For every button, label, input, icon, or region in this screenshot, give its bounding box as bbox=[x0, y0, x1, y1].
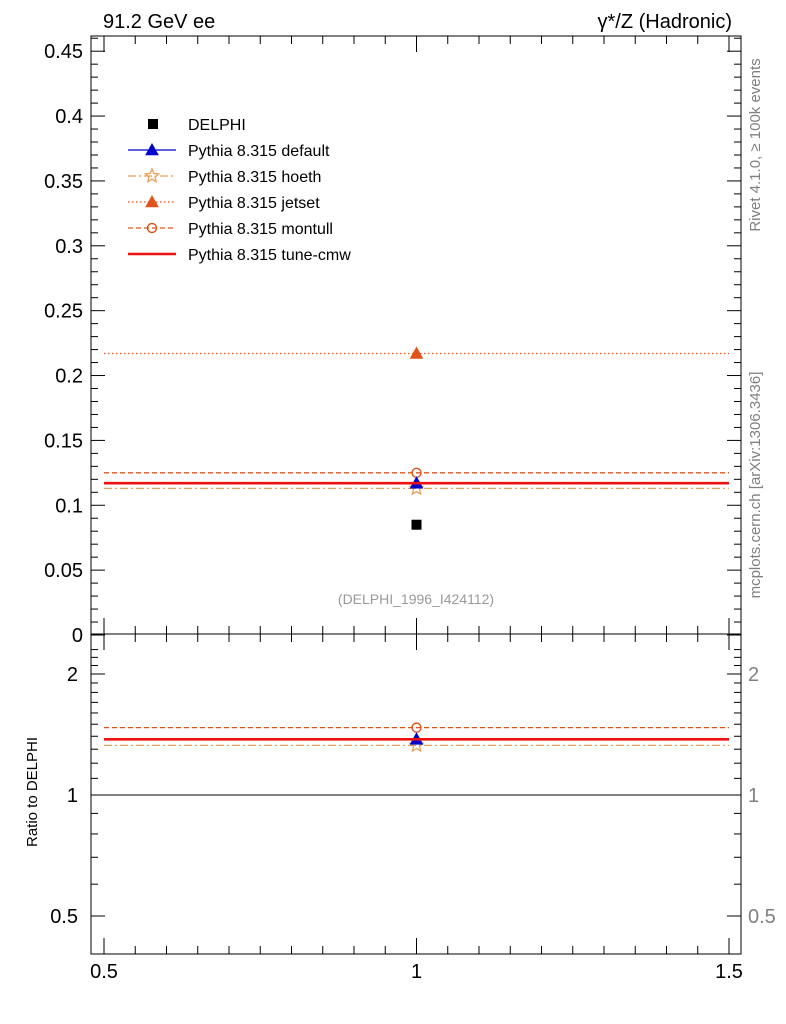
y-tick-label: 0.2 bbox=[55, 366, 83, 388]
legend-item-hoeth: Pythia 8.315 hoeth bbox=[128, 167, 321, 186]
ratio-y-tick-label: 2 bbox=[67, 664, 78, 686]
y-tick-label: 0.1 bbox=[55, 495, 83, 517]
ratio-y-tick-label: 1 bbox=[67, 785, 78, 807]
legend-label: Pythia 8.315 default bbox=[188, 143, 330, 160]
main-y-axis: 0 0.05 0.1 0.15 0.2 0.25 0.3 0.35 0.4 0.45 bbox=[44, 37, 741, 647]
ratio-y-label: Ratio to DELPHI bbox=[24, 737, 41, 847]
y-tick-label: 0.3 bbox=[55, 236, 83, 258]
y-tick-label: 0.45 bbox=[44, 41, 83, 63]
legend-marker-montull bbox=[146, 222, 158, 234]
ratio-y-tick-label-right: 0.5 bbox=[748, 906, 776, 928]
right-title: γ*/Z (Hadronic) bbox=[598, 11, 732, 33]
legend-swatch-data bbox=[148, 119, 158, 129]
y-tick-label: 0.35 bbox=[44, 171, 83, 193]
y-tick-label: 0 bbox=[72, 625, 83, 647]
legend-marker-default bbox=[145, 142, 159, 156]
legend-item-tune_cmw: Pythia 8.315 tune-cmw bbox=[128, 247, 351, 264]
legend-label: Pythia 8.315 tune-cmw bbox=[188, 247, 351, 264]
y-tick-label: 0.25 bbox=[44, 301, 83, 323]
series-marker-jetset bbox=[409, 346, 424, 359]
data-point bbox=[411, 519, 422, 530]
legend-label: Pythia 8.315 montull bbox=[188, 221, 333, 238]
main-series bbox=[104, 346, 729, 530]
mcplots-label: mcplots.cern.ch [arXiv:1306.3436] bbox=[747, 372, 764, 599]
legend-item-data: DELPHI bbox=[148, 117, 246, 134]
ratio-y-tick-label-right: 1 bbox=[748, 785, 759, 807]
ratio-y-tick-label-right: 2 bbox=[748, 664, 759, 686]
y-tick-label: 0.05 bbox=[44, 560, 83, 582]
legend-label: Pythia 8.315 hoeth bbox=[188, 169, 321, 186]
main-x-ticks bbox=[103, 36, 730, 634]
ratio-marker-montull bbox=[411, 722, 422, 733]
ratio-frame bbox=[90, 633, 742, 955]
rivet-label: Rivet 4.1.0, ≥ 100k events bbox=[747, 58, 764, 231]
legend: DELPHI Pythia 8.315 default Pythia 8.315 h… bbox=[128, 117, 351, 264]
left-title: 91.2 GeV ee bbox=[103, 11, 215, 33]
legend-marker-hoeth bbox=[143, 167, 161, 184]
legend-label: Pythia 8.315 jetset bbox=[188, 195, 320, 212]
y-tick-label: 0.4 bbox=[55, 106, 83, 128]
legend-item-montull: Pythia 8.315 montull bbox=[128, 221, 333, 238]
ratio-y-tick-label: 0.5 bbox=[50, 906, 78, 928]
x-tick-label: 1.5 bbox=[715, 961, 743, 983]
legend-label: DELPHI bbox=[188, 117, 246, 134]
ratio-panel: 0.5 0.5 1 1 2 2 0.5 1 1.5 Ratio to DELPHI bbox=[24, 633, 776, 983]
legend-item-default: Pythia 8.315 default bbox=[128, 142, 330, 160]
x-tick-label: 1 bbox=[411, 961, 422, 983]
x-tick-label: 0.5 bbox=[90, 961, 118, 983]
y-tick-label: 0.15 bbox=[44, 430, 83, 452]
main-panel: 0 0.05 0.1 0.15 0.2 0.25 0.3 0.35 0.4 0.45 (DELPH… bbox=[44, 35, 742, 647]
ratio-y-axis: 0.5 0.5 1 1 2 2 bbox=[50, 649, 776, 928]
legend-marker-jetset bbox=[145, 194, 159, 208]
legend-item-jetset: Pythia 8.315 jetset bbox=[128, 194, 320, 212]
ratio-x-axis: 0.5 1 1.5 bbox=[90, 634, 743, 983]
analysis-tag: (DELPHI_1996_I424112) bbox=[338, 591, 494, 607]
ratio-series bbox=[104, 722, 729, 753]
